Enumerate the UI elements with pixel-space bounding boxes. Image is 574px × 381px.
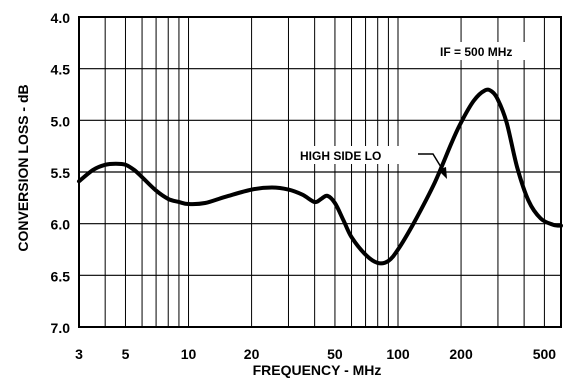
y-axis-title: CONVERSION LOSS - dB xyxy=(15,84,31,251)
grid-lines xyxy=(79,17,561,327)
x-tick-label: 5 xyxy=(122,346,130,362)
series-label: HIGH SIDE LO xyxy=(300,149,381,163)
series-label-leader xyxy=(418,153,445,173)
y-tick-label: 5.0 xyxy=(51,113,71,129)
y-tick-label: 6.0 xyxy=(51,217,71,233)
y-tick-label: 4.5 xyxy=(51,62,71,78)
y-tick-label: 6.5 xyxy=(51,268,71,284)
x-tick-labels: 3 5 10 20 50 100 200 500 xyxy=(75,346,556,362)
y-tick-label: 4.0 xyxy=(51,10,71,26)
y-tick-label: 7.0 xyxy=(51,320,71,336)
x-tick-label: 10 xyxy=(181,346,197,362)
series-label-background xyxy=(296,146,428,164)
x-tick-label: 20 xyxy=(244,346,260,362)
x-tick-label: 100 xyxy=(386,346,410,362)
y-tick-label: 5.5 xyxy=(51,165,71,181)
x-tick-label: 3 xyxy=(75,346,83,362)
if-annotation-background xyxy=(436,42,542,60)
x-tick-label: 500 xyxy=(533,346,557,362)
conversion-loss-line xyxy=(77,87,563,266)
y-tick-labels: 4.0 4.5 5.0 5.5 6.0 6.5 7.0 xyxy=(51,10,71,336)
series-label-arrowhead xyxy=(438,167,447,179)
x-axis-title: FREQUENCY - MHz xyxy=(253,362,382,378)
plot-frame xyxy=(78,16,562,328)
x-tick-label: 200 xyxy=(449,346,473,362)
x-tick-label: 50 xyxy=(327,346,343,362)
if-annotation: IF = 500 MHz xyxy=(440,45,512,59)
